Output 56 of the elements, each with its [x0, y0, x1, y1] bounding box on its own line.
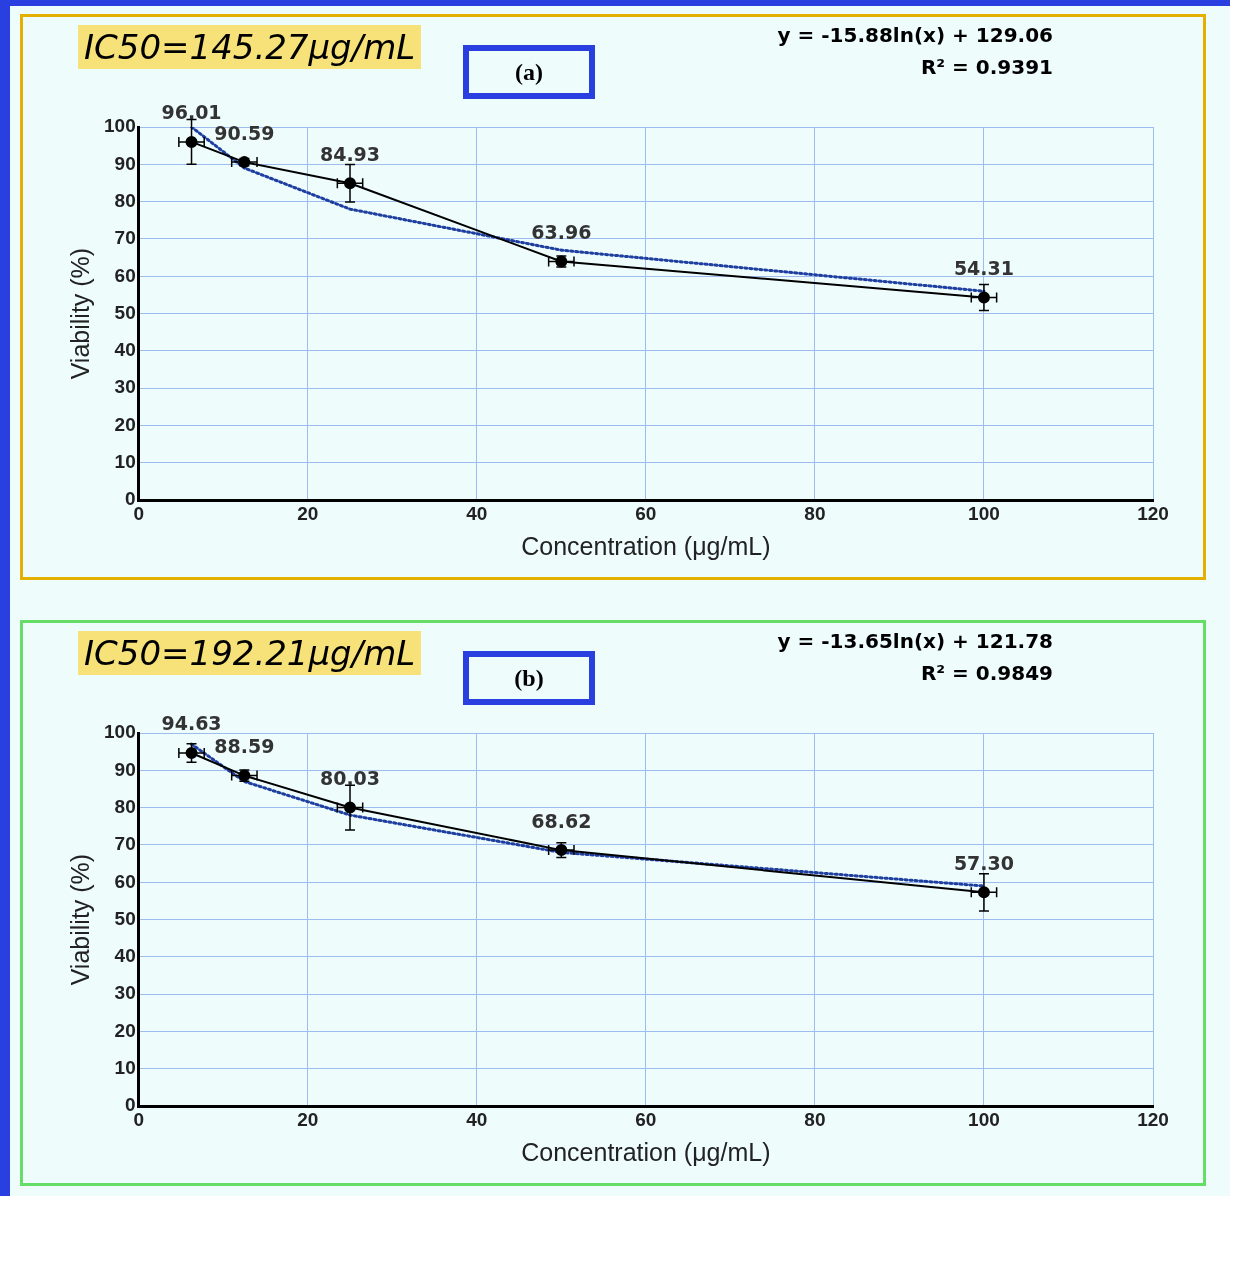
x-tick-label: 120 [1137, 502, 1169, 524]
data-label: 84.93 [319, 142, 381, 165]
y-tick-label: 30 [114, 982, 136, 1004]
text: y = -13.65ln(x) + 121.78 [777, 629, 1053, 653]
text: (b) [463, 651, 595, 705]
x-tick-label: 40 [466, 1108, 488, 1130]
y-tick-label: 0 [125, 1094, 136, 1116]
y-tick-label: 40 [114, 945, 136, 967]
y-tick-label: 10 [114, 1057, 136, 1079]
data-label: 63.96 [531, 220, 592, 243]
x-tick-label: 100 [968, 1108, 1000, 1130]
y-tick-label: 20 [114, 413, 136, 435]
data-label: 54.31 [953, 256, 1014, 279]
y-tick-label: 50 [114, 301, 136, 323]
y-tick-label: 0 [125, 488, 136, 510]
x-tick-label: 100 [968, 502, 1000, 524]
y-tick-label: 100 [104, 721, 136, 743]
text: R² = 0.9391 [920, 55, 1053, 79]
data-label: 80.03 [319, 766, 381, 789]
data-label: 88.59 [214, 735, 275, 758]
x-tick-label: 20 [297, 1108, 319, 1130]
text: IC50=192.21μg/mL [78, 631, 422, 675]
y-tick-label: 60 [114, 264, 136, 286]
y-axis-title: Viability (%) [65, 247, 94, 380]
y-tick-label: 100 [104, 115, 136, 137]
x-tick-label: 20 [297, 502, 319, 524]
text: R² = 0.9849 [920, 661, 1053, 685]
y-tick-label: 20 [114, 1019, 136, 1041]
y-tick-label: 80 [114, 189, 136, 211]
text: y = -15.88ln(x) + 129.06 [777, 23, 1053, 47]
y-tick-label: 90 [114, 152, 136, 174]
y-tick-label: 50 [114, 907, 136, 929]
y-tick-label: 10 [114, 451, 136, 473]
data-label: 94.63 [161, 712, 222, 735]
y-tick-label: 30 [114, 376, 136, 398]
x-axis-title: Concentration (μg/mL) [521, 531, 771, 560]
text: IC50=145.27μg/mL [78, 25, 422, 69]
y-tick-label: 90 [114, 758, 136, 780]
data-label: 96.01 [161, 101, 222, 124]
x-tick-label: 120 [1137, 1108, 1169, 1130]
y-tick-label: 80 [114, 795, 136, 817]
data-label: 90.59 [214, 121, 275, 144]
x-tick-label: 80 [804, 502, 826, 524]
y-tick-label: 70 [114, 833, 136, 855]
x-tick-label: 60 [635, 502, 657, 524]
y-tick-label: 70 [114, 227, 136, 249]
x-tick-label: 80 [804, 1108, 826, 1130]
data-label: 57.30 [953, 851, 1014, 874]
x-tick-label: 40 [466, 502, 488, 524]
y-axis-title: Viability (%) [65, 853, 94, 986]
y-tick-label: 40 [114, 339, 136, 361]
x-tick-label: 60 [635, 1108, 657, 1130]
y-tick-label: 60 [114, 870, 136, 892]
text: (a) [463, 45, 595, 99]
x-axis-title: Concentration (μg/mL) [521, 1137, 771, 1166]
data-label: 68.62 [531, 809, 592, 832]
